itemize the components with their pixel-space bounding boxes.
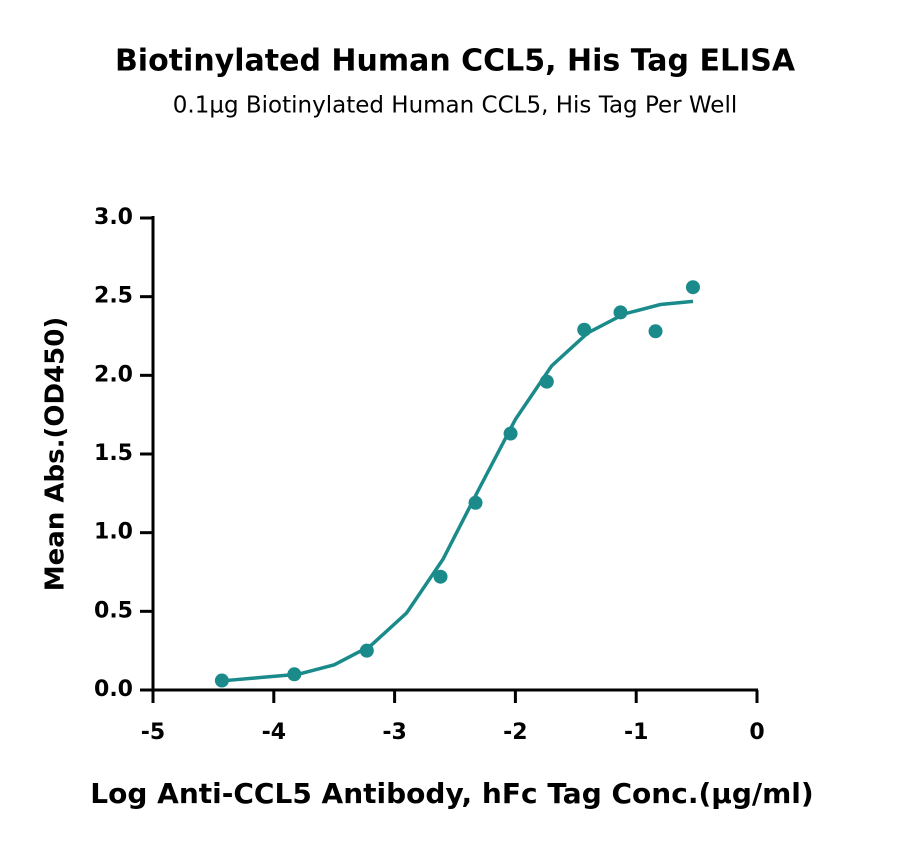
y-tick-label: 2.0 xyxy=(94,362,133,387)
data-point xyxy=(613,305,628,320)
y-tick-label: 0.5 xyxy=(94,598,133,623)
fit-curve xyxy=(225,299,694,683)
y-tick-label: 1.5 xyxy=(94,441,133,466)
x-tick-label: -1 xyxy=(624,720,648,745)
y-tick-label: 0.0 xyxy=(94,677,133,702)
x-tick-label: -5 xyxy=(141,720,165,745)
data-point xyxy=(359,643,374,658)
y-tick-label: 2.5 xyxy=(94,284,133,309)
x-tick-label: 0 xyxy=(749,720,764,745)
x-tick-label: -2 xyxy=(503,720,527,745)
data-point xyxy=(503,426,518,441)
chart-title: Biotinylated Human CCL5, His Tag ELISA xyxy=(115,44,796,79)
chart-subtitle: 0.1µg Biotinylated Human CCL5, His Tag P… xyxy=(173,93,738,119)
data-point xyxy=(539,374,554,389)
x-tick-label: -4 xyxy=(262,720,286,745)
x-tick-label: -3 xyxy=(382,720,406,745)
y-tick-label: 1.0 xyxy=(94,520,133,545)
data-point xyxy=(468,495,483,510)
data-point xyxy=(648,324,663,339)
y-axis-label: Mean Abs.(OD450) xyxy=(41,317,71,591)
x-axis-label: Log Anti-CCL5 Antibody, hFc Tag Conc.(µg… xyxy=(90,777,813,810)
data-point xyxy=(214,673,229,688)
data-point xyxy=(577,322,592,337)
data-point xyxy=(287,667,302,682)
data-point xyxy=(685,280,700,295)
y-tick-label: 3.0 xyxy=(94,205,133,230)
data-point xyxy=(433,569,448,584)
